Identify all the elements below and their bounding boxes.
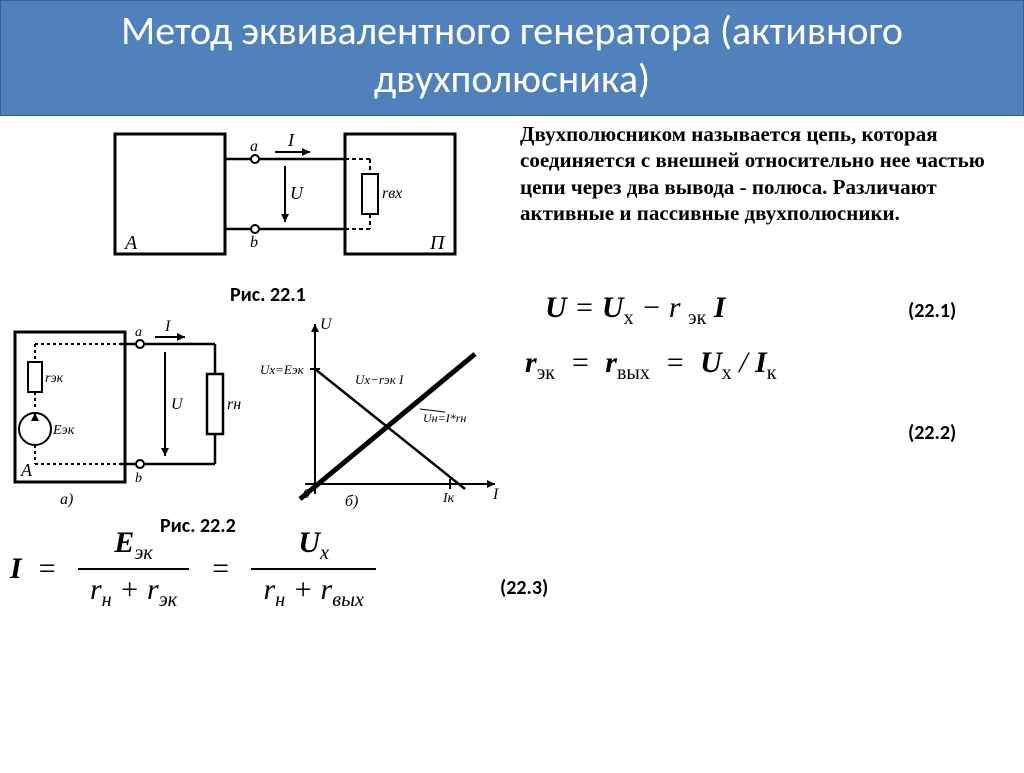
content-area: А П a I b U rвх Рис. 22.1 Двухполюсником… — [0, 116, 1024, 773]
fig2-panel-b: б) — [345, 493, 358, 510]
definition-text: Двухполюсником называется цепь, которая … — [520, 121, 1024, 226]
equation-22-2-label: (22.2) — [908, 421, 956, 445]
fig2-Ik: Iк — [442, 491, 455, 506]
equation-22-3: I = Eэк rн + rэк = Uх rн + rвых — [10, 526, 382, 612]
figure-22-1-caption: Рис. 22.1 — [230, 283, 306, 307]
fig1-U: U — [290, 183, 304, 203]
fig2-xaxis: I — [492, 486, 499, 503]
figure-22-2: А rэк Eэк a b I U rн а) — [5, 314, 505, 514]
equation-22-2: rэк = rвых = Uх / Iк — [525, 346, 777, 385]
fig2-lineeq: Uх−rэк I — [355, 372, 404, 387]
fig2-A: А — [20, 460, 33, 480]
fig2-panel-a: а) — [60, 491, 73, 508]
equation-22-3-label: (22.3) — [500, 576, 548, 600]
slide-title: Метод эквивалентного генератора (активно… — [25, 7, 999, 103]
fig2-Eek: Eэк — [52, 423, 75, 438]
fig1-I: I — [287, 130, 295, 150]
fig2-a: a — [135, 325, 142, 340]
fig2-b: b — [135, 471, 142, 486]
fig1-label-P: П — [429, 232, 446, 254]
fig2-U: U — [171, 396, 184, 413]
fig1-node-b: b — [250, 234, 258, 251]
fig2-I: I — [164, 318, 171, 335]
fig2-rek: rэк — [45, 371, 64, 386]
fig2-Ux: Uх=Eэк — [260, 362, 305, 377]
figure-22-1: А П a I b U rвх — [110, 124, 460, 274]
equation-22-1-label: (22.1) — [908, 299, 956, 323]
fig2-Un: Uн=I*rн — [423, 411, 466, 425]
fig1-label-A: А — [123, 232, 138, 254]
fig2-rn: rн — [227, 396, 241, 413]
title-bar: Метод эквивалентного генератора (активно… — [0, 0, 1024, 116]
fig1-node-a: a — [250, 138, 258, 155]
fig1-rvx: rвх — [382, 185, 402, 202]
equation-22-1: U = Uх − r эк I — [545, 291, 726, 330]
fig2-yaxis: U — [320, 316, 333, 333]
